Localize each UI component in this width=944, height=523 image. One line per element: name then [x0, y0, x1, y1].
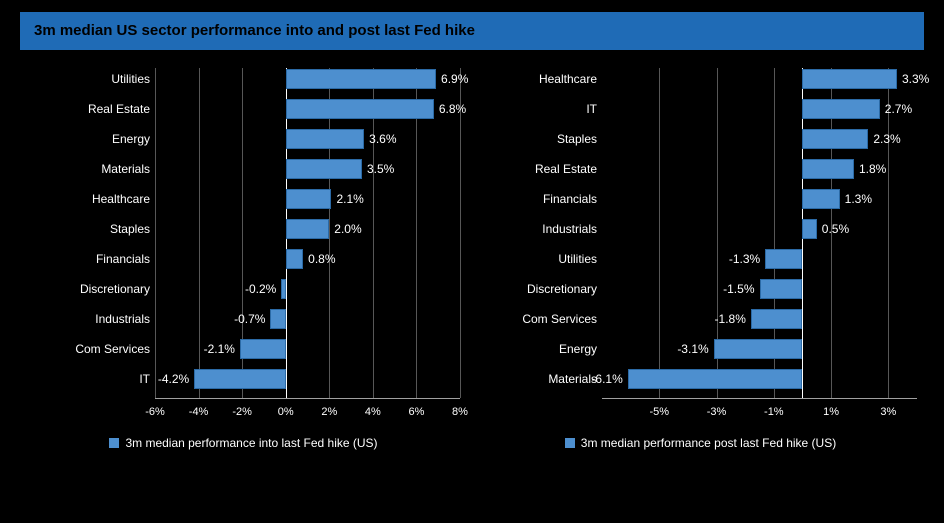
grid-line [888, 68, 889, 398]
category-label: Financials [20, 252, 150, 266]
x-tick-label: -4% [189, 406, 209, 418]
bar [802, 189, 839, 209]
category-label: Real Estate [20, 102, 150, 116]
value-label: -1.8% [715, 312, 746, 326]
left-legend: 3m median performance into last Fed hike… [20, 436, 467, 450]
bar [281, 279, 285, 299]
bar [286, 189, 332, 209]
bar [286, 129, 364, 149]
category-label: Industrials [477, 222, 597, 236]
value-label: -4.2% [158, 372, 189, 386]
value-label: 3.6% [369, 132, 396, 146]
category-label: Industrials [20, 312, 150, 326]
grid-line [460, 68, 461, 398]
category-label: Utilities [20, 72, 150, 86]
value-label: 3.5% [367, 162, 394, 176]
value-label: -3.1% [677, 342, 708, 356]
category-label: Staples [477, 132, 597, 146]
bar [286, 249, 303, 269]
chart-title: 3m median US sector performance into and… [34, 22, 475, 39]
category-label: IT [477, 102, 597, 116]
right-chart-panel: -5%-3%-1%1%3%Healthcare3.3%IT2.7%Staples… [477, 68, 924, 450]
category-label: Materials [20, 162, 150, 176]
value-label: 2.0% [334, 222, 361, 236]
bar [802, 69, 897, 89]
legend-swatch-icon [109, 438, 119, 448]
bar [286, 69, 436, 89]
category-label: Energy [20, 132, 150, 146]
value-label: -6.1% [591, 372, 622, 386]
chart-title-bar: 3m median US sector performance into and… [20, 12, 924, 50]
value-label: -0.2% [245, 282, 276, 296]
x-tick-label: -6% [145, 406, 165, 418]
value-label: 2.3% [873, 132, 900, 146]
category-label: Discretionary [477, 282, 597, 296]
bar [802, 129, 868, 149]
x-tick-label: 4% [365, 406, 381, 418]
value-label: 0.8% [308, 252, 335, 266]
legend-swatch-icon [565, 438, 575, 448]
x-axis [155, 398, 460, 399]
left-chart-panel: -6% -4% -2% 0% 2% 4% 6% 8% Utilities 6.9% Real Est… [20, 68, 467, 450]
category-label: Healthcare [20, 192, 150, 206]
bar [802, 99, 879, 119]
category-label: Com Services [20, 342, 150, 356]
bar [286, 99, 434, 119]
value-label: 2.7% [885, 102, 912, 116]
category-label: Com Services [477, 312, 597, 326]
value-label: 1.8% [859, 162, 886, 176]
x-tick-label: 1% [823, 406, 839, 418]
right-legend: 3m median performance post last Fed hike… [477, 436, 924, 450]
category-label: Materials [477, 372, 597, 386]
value-label: 2.1% [336, 192, 363, 206]
bar [286, 219, 330, 239]
category-label: Energy [477, 342, 597, 356]
bar [286, 159, 362, 179]
bar [240, 339, 286, 359]
bar [765, 249, 802, 269]
bar [802, 219, 816, 239]
x-axis [602, 398, 917, 399]
x-tick-label: -1% [764, 406, 784, 418]
right-legend-label: 3m median performance post last Fed hike… [581, 436, 836, 450]
category-label: Financials [477, 192, 597, 206]
value-label: 6.9% [441, 72, 468, 86]
x-tick-label: -3% [707, 406, 727, 418]
value-label: -2.1% [204, 342, 235, 356]
bar [760, 279, 803, 299]
x-tick-label: -2% [232, 406, 252, 418]
bar [194, 369, 286, 389]
category-label: IT [20, 372, 150, 386]
category-label: Discretionary [20, 282, 150, 296]
grid-line [155, 68, 156, 398]
value-label: -0.7% [234, 312, 265, 326]
value-label: 1.3% [845, 192, 872, 206]
value-label: -1.3% [729, 252, 760, 266]
bar [628, 369, 803, 389]
value-label: 0.5% [822, 222, 849, 236]
right-plot-area: -5%-3%-1%1%3%Healthcare3.3%IT2.7%Staples… [477, 68, 924, 428]
bar [802, 159, 854, 179]
value-label: 6.8% [439, 102, 466, 116]
x-tick-label: 6% [408, 406, 424, 418]
left-plot-area: -6% -4% -2% 0% 2% 4% 6% 8% Utilities 6.9% Real Est… [20, 68, 467, 428]
left-legend-label: 3m median performance into last Fed hike… [125, 436, 377, 450]
x-tick-label: 8% [452, 406, 468, 418]
bar [270, 309, 285, 329]
category-label: Real Estate [477, 162, 597, 176]
bar [751, 309, 803, 329]
grid-line [659, 68, 660, 398]
value-label: 3.3% [902, 72, 929, 86]
x-tick-label: 0% [278, 406, 294, 418]
bar [714, 339, 803, 359]
x-tick-label: -5% [649, 406, 669, 418]
category-label: Staples [20, 222, 150, 236]
category-label: Utilities [477, 252, 597, 266]
x-tick-label: 3% [880, 406, 896, 418]
x-tick-label: 2% [321, 406, 337, 418]
charts-row: -6% -4% -2% 0% 2% 4% 6% 8% Utilities 6.9% Real Est… [0, 50, 944, 450]
value-label: -1.5% [723, 282, 754, 296]
grid-line [199, 68, 200, 398]
category-label: Healthcare [477, 72, 597, 86]
